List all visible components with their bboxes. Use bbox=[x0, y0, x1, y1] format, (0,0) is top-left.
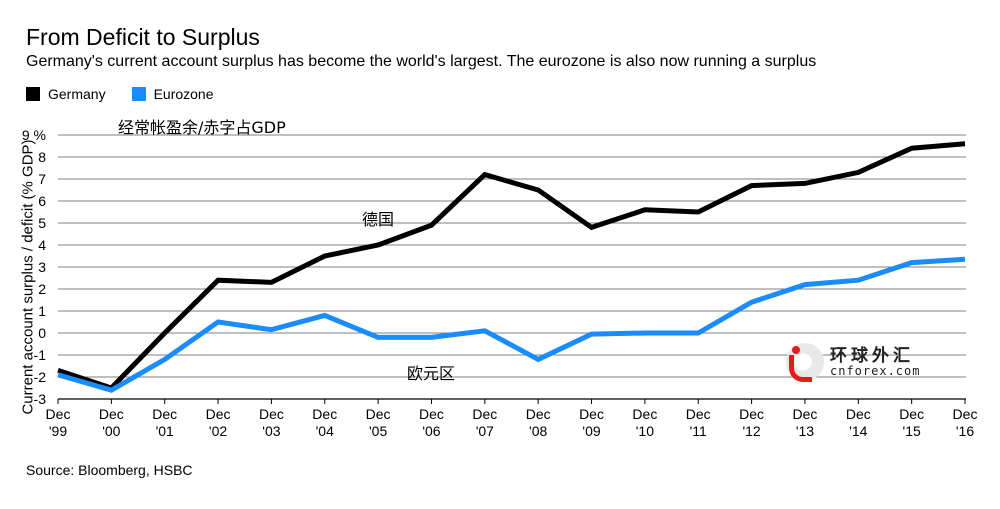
watermark-cn: 环球外汇 bbox=[830, 346, 914, 366]
annotation-eurozone-cn: 欧元区 bbox=[407, 364, 456, 383]
x-tick-label: Dec '12 bbox=[739, 406, 764, 439]
x-tick-label: Dec '00 bbox=[99, 406, 124, 439]
legend-label-eurozone: Eurozone bbox=[153, 86, 214, 102]
x-tick-label: Dec '04 bbox=[312, 406, 337, 439]
x-tick-label: Dec '01 bbox=[152, 406, 177, 439]
watermark-logo: 环球外汇 cnforex.com bbox=[786, 341, 926, 383]
chart-subtitle: Germany's current account surplus has be… bbox=[26, 53, 817, 70]
legend-swatch-germany bbox=[26, 87, 40, 101]
chart-title: From Deficit to Surplus bbox=[26, 24, 260, 50]
y-tick-label: 5 bbox=[38, 215, 46, 231]
y-tick-label: 4 bbox=[38, 237, 46, 253]
x-tick-label: Dec '10 bbox=[632, 406, 657, 439]
x-tick-label: Dec '02 bbox=[206, 406, 231, 439]
x-tick-label: Dec '09 bbox=[579, 406, 604, 439]
series-line-germany bbox=[57, 141, 966, 391]
y-tick-label: -1 bbox=[34, 347, 47, 363]
y-tick-label: -3 bbox=[34, 391, 47, 407]
legend: Germany Eurozone bbox=[26, 86, 240, 102]
y-tick-label: 8 bbox=[38, 149, 46, 165]
y-tick-label: 6 bbox=[38, 193, 46, 209]
annotation-germany-cn: 德国 bbox=[362, 210, 395, 229]
x-tick-label: Dec '15 bbox=[899, 406, 924, 439]
x-tick-label: Dec '13 bbox=[792, 406, 817, 439]
x-tick-label: Dec '14 bbox=[846, 406, 871, 439]
x-tick-label: Dec '08 bbox=[526, 406, 551, 439]
source-note: Source: Bloomberg, HSBC bbox=[26, 462, 193, 478]
x-tick-label: Dec '16 bbox=[953, 406, 978, 439]
x-tick-label: Dec '06 bbox=[419, 406, 444, 439]
y-tick-label: 2 bbox=[38, 281, 46, 297]
logo-arc-icon bbox=[789, 355, 812, 382]
x-tick-label: Dec '99 bbox=[46, 406, 71, 439]
y-tick-label: 1 bbox=[38, 303, 46, 319]
y-tick-label: 7 bbox=[38, 171, 46, 187]
legend-item-germany: Germany bbox=[26, 86, 106, 102]
y-tick-label: -2 bbox=[34, 369, 47, 385]
y-tick-label: 0 bbox=[38, 325, 46, 341]
legend-item-eurozone: Eurozone bbox=[131, 86, 214, 102]
legend-swatch-eurozone bbox=[131, 87, 146, 101]
series-line-eurozone bbox=[57, 256, 966, 393]
x-tick-label: Dec '11 bbox=[686, 406, 711, 439]
x-tick-label: Dec '07 bbox=[472, 406, 497, 439]
x-tick-label: Dec '03 bbox=[259, 406, 284, 439]
y-tick-label: 3 bbox=[38, 259, 46, 275]
logo-dot-icon bbox=[792, 346, 800, 354]
annotation-chinese-title: 经常帐盈余/赤字占GDP bbox=[118, 118, 286, 137]
x-tick-label: Dec '05 bbox=[366, 406, 391, 439]
legend-label-germany: Germany bbox=[48, 86, 106, 102]
watermark-en: cnforex.com bbox=[830, 364, 921, 378]
y-tick-label: 9 % bbox=[22, 127, 46, 143]
